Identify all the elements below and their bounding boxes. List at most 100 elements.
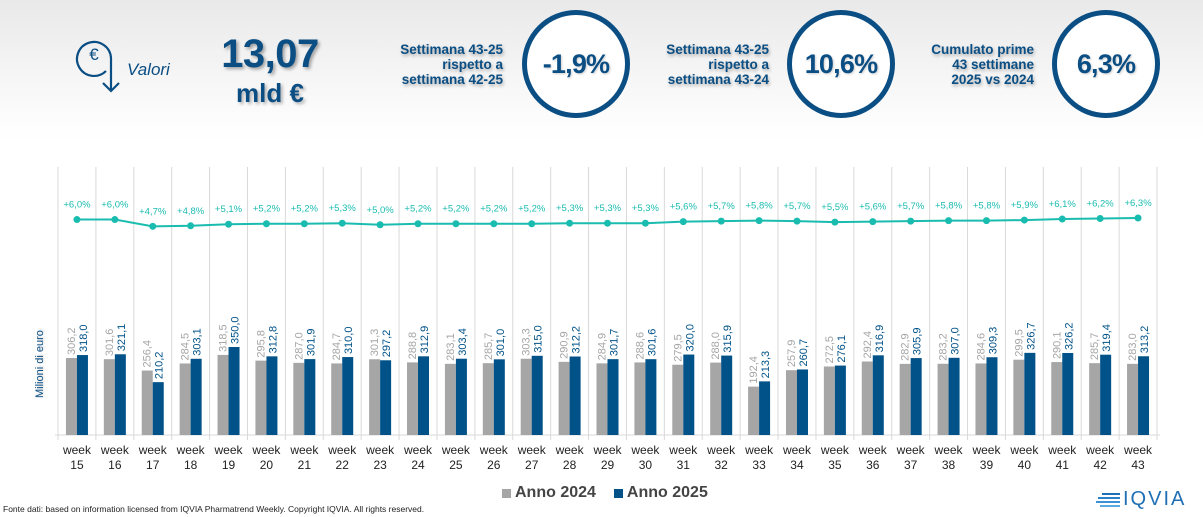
kpi-cumulative-label: Cumulato prime 43 settimane 2025 vs 2024 — [912, 42, 1034, 87]
kpi-weekly-vs-prev-year-label: Settimana 43-25 rispetto a settimana 43-… — [646, 42, 769, 87]
bar-label-2025: 319,4 — [1101, 324, 1113, 352]
bar-2025 — [304, 359, 316, 435]
bar-label-2025: 320,0 — [684, 324, 696, 352]
bar-label-2024: 301,6 — [104, 329, 116, 357]
bar-label-2025: 260,7 — [798, 339, 810, 367]
x-tick-label: 42 — [1093, 458, 1107, 472]
growth-label: +5,3% — [329, 203, 357, 214]
kpi-weekly-vs-prev-year-value: 10,6% — [787, 10, 895, 118]
bar-2025 — [1100, 354, 1112, 435]
bar-2025 — [986, 357, 998, 435]
growth-label: +5,3% — [556, 203, 584, 214]
total-unit: mld € — [236, 78, 304, 108]
x-tick-label: 36 — [866, 458, 880, 472]
kpi-label-line: Settimana 43-25 — [666, 42, 769, 57]
x-tick-label: 33 — [752, 458, 766, 472]
x-tick-label: week — [365, 443, 395, 457]
bar-label-2024: 299,5 — [1013, 329, 1025, 357]
bar-label-2024: 284,5 — [180, 333, 192, 361]
growth-label: +6,0% — [63, 200, 91, 211]
iqvia-logo: IQVIA — [1096, 488, 1186, 511]
bar-2024 — [823, 366, 835, 435]
growth-point — [1020, 216, 1028, 224]
legend-item-2025: Anno 2025 — [613, 484, 708, 502]
bar-2025 — [342, 357, 354, 435]
growth-label: +5,8% — [973, 201, 1001, 212]
bar-2025 — [721, 355, 733, 435]
x-tick-label: 25 — [449, 458, 463, 472]
growth-point — [376, 221, 384, 229]
growth-point — [982, 217, 990, 225]
x-tick-label: week — [251, 443, 281, 457]
bar-label-2024: 287,0 — [293, 332, 305, 360]
bar-2025 — [1138, 356, 1150, 435]
growth-label: +5,8% — [745, 201, 773, 212]
bar-label-2024: 301,3 — [369, 329, 381, 357]
bar-label-2025: 326,7 — [1025, 322, 1037, 350]
x-tick-label: week — [100, 443, 130, 457]
bar-2025 — [569, 356, 581, 435]
kpi-label-line: Cumulato prime — [931, 42, 1034, 57]
bar-2024 — [558, 361, 570, 435]
growth-label: +5,3% — [594, 203, 622, 214]
legend-swatch-2025 — [613, 488, 623, 498]
x-tick-label: 31 — [677, 458, 691, 472]
growth-point — [300, 220, 308, 228]
growth-point — [945, 217, 953, 225]
bar-2025 — [455, 358, 467, 435]
bar-2024 — [141, 370, 153, 435]
bar-label-2024: 303,3 — [521, 328, 533, 356]
kpi-weekly-vs-prev-week-value: -1,9% — [522, 10, 630, 118]
x-tick-label: 41 — [1056, 458, 1070, 472]
kpi-label-line: rispetto a — [708, 57, 769, 72]
bar-label-2025: 210,2 — [154, 352, 166, 380]
growth-point — [111, 216, 119, 224]
bar-label-2024: 192,4 — [748, 356, 760, 384]
x-tick-label: 15 — [70, 458, 84, 472]
bar-2024 — [748, 386, 760, 435]
bar-label-2024: 290,9 — [559, 331, 571, 359]
x-tick-label: week — [441, 443, 471, 457]
bar-label-2025: 326,2 — [1063, 322, 1075, 350]
growth-point — [1096, 215, 1104, 223]
iqvia-logo-mark-icon — [1096, 492, 1120, 507]
bar-2024 — [672, 364, 684, 435]
bar-label-2024: 292,4 — [862, 331, 874, 359]
x-tick-label: week — [555, 443, 585, 457]
bar-label-2025: 297,2 — [381, 330, 393, 358]
bar-2025 — [910, 358, 922, 435]
x-tick-label: 37 — [904, 458, 918, 472]
x-tick-label: week — [934, 443, 964, 457]
bar-2025 — [76, 355, 88, 435]
growth-label: +5,2% — [518, 204, 546, 215]
bar-2025 — [948, 357, 960, 435]
x-tick-label: week — [62, 443, 92, 457]
growth-point — [907, 217, 915, 225]
growth-label: +5,2% — [404, 204, 432, 215]
growth-point — [528, 220, 536, 228]
chart-legend: Anno 2024 Anno 2025 — [502, 484, 708, 502]
bar-label-2024: 283,0 — [1127, 333, 1139, 361]
bar-label-2025: 321,1 — [116, 324, 128, 352]
bar-label-2025: 301,9 — [305, 329, 317, 357]
growth-label: +4,7% — [139, 206, 167, 217]
bar-2025 — [228, 347, 240, 435]
x-tick-label: 18 — [184, 458, 198, 472]
x-tick-label: 16 — [108, 458, 122, 472]
bar-2024 — [217, 354, 229, 435]
bar-label-2024: 256,4 — [142, 340, 154, 368]
bar-label-2024: 285,7 — [483, 333, 495, 361]
iqvia-logo-text: IQVIA — [1123, 488, 1187, 510]
bar-2024 — [444, 363, 456, 435]
bar-label-2025: 318,0 — [78, 325, 90, 353]
growth-label: +5,7% — [783, 201, 811, 212]
bar-2024 — [179, 363, 191, 435]
growth-point — [338, 219, 346, 227]
bar-2024 — [596, 363, 608, 435]
x-tick-label: week — [214, 443, 244, 457]
bar-label-2025: 301,6 — [646, 329, 658, 357]
bar-2025 — [190, 358, 202, 435]
growth-label: +5,3% — [632, 203, 660, 214]
total-value: 13,07 — [221, 32, 319, 76]
